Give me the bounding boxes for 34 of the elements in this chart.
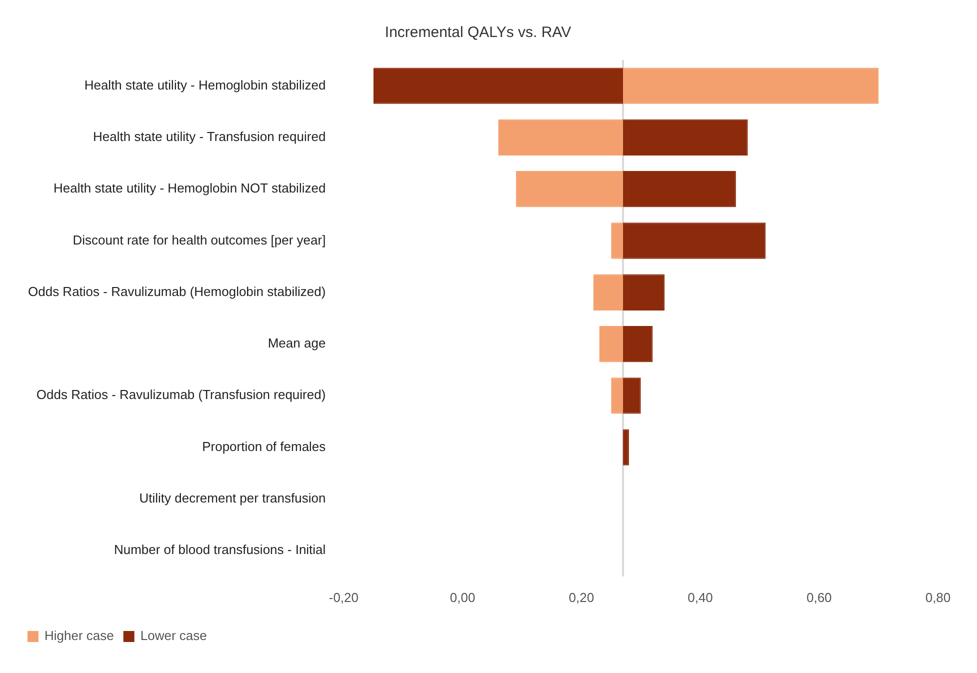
- x-tick-label: 0,80: [925, 590, 951, 605]
- x-tick-label: 0,00: [450, 590, 476, 605]
- y-tick-label: Odds Ratios - Ravulizumab (Hemoglobin stabilized): [28, 284, 326, 299]
- bar: [623, 171, 736, 208]
- bar: [623, 429, 629, 466]
- bar: [623, 274, 665, 310]
- y-tick-label: Discount rate for health outcomes [per year]: [72, 232, 326, 248]
- chart-title: Incremental QALYs vs. RAV: [384, 24, 572, 42]
- bar: [623, 378, 641, 414]
- x-tick-label: 0,40: [688, 590, 713, 605]
- bar: [373, 68, 624, 104]
- bar: [623, 68, 879, 104]
- y-tick-label: Health state utility - Hemoglobin NOT stabilized: [54, 180, 326, 196]
- bar: [623, 222, 766, 259]
- legend-label: Lower case: [140, 628, 207, 644]
- bar: [516, 171, 624, 208]
- bar: [498, 119, 624, 156]
- x-tick-label: -0,20: [328, 590, 358, 605]
- x-tick-label: 0,20: [568, 590, 594, 605]
- bar: [611, 222, 624, 259]
- y-tick-label: Health state utility - Hemoglobin stabilized: [84, 77, 326, 92]
- bar: [599, 326, 624, 362]
- y-tick-label: Number of blood transfusions - Initial: [114, 542, 326, 558]
- bar: [623, 119, 748, 156]
- y-tick-label: Health state utility - Transfusion required: [93, 129, 326, 144]
- y-tick-label: Utility decrement per transfusion: [139, 490, 326, 506]
- legend-label: Higher case: [44, 628, 114, 644]
- x-tick-label: 0,60: [806, 590, 832, 605]
- y-tick-label: Proportion of females: [202, 438, 326, 454]
- y-tick-label: Odds Ratios - Ravulizumab (Transfusion required): [36, 387, 326, 402]
- bar: [593, 274, 624, 310]
- y-tick-label: Mean age: [268, 336, 326, 351]
- bar: [623, 326, 653, 362]
- bar: [611, 378, 624, 414]
